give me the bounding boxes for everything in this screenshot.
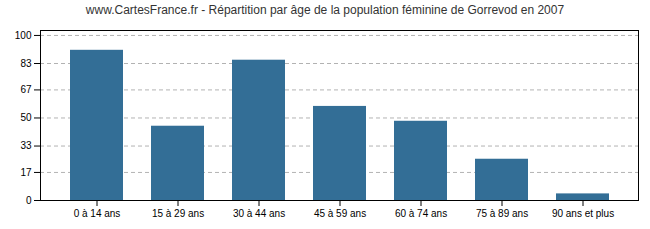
svg-text:67: 67 [20,84,32,95]
svg-text:30 à 44 ans: 30 à 44 ans [233,208,285,219]
svg-text:0 à 14 ans: 0 à 14 ans [74,208,121,219]
svg-text:75 à 89 ans: 75 à 89 ans [476,208,528,219]
svg-text:17: 17 [20,167,32,178]
svg-text:83: 83 [20,58,32,69]
svg-text:45 à 59 ans: 45 à 59 ans [314,208,366,219]
svg-text:100: 100 [15,30,32,41]
svg-text:90 ans et plus: 90 ans et plus [552,208,614,219]
html-text:www.CartesFrance.fr - Répartit: www.CartesFrance.fr - Répartition par âg… [85,3,565,17]
svg-text:0: 0 [26,195,32,206]
svg-text:50: 50 [20,112,32,123]
svg-text:15 à 29 ans: 15 à 29 ans [152,208,204,219]
svg-text:33: 33 [20,140,32,151]
svg-text:60 à 74 ans: 60 à 74 ans [395,208,447,219]
